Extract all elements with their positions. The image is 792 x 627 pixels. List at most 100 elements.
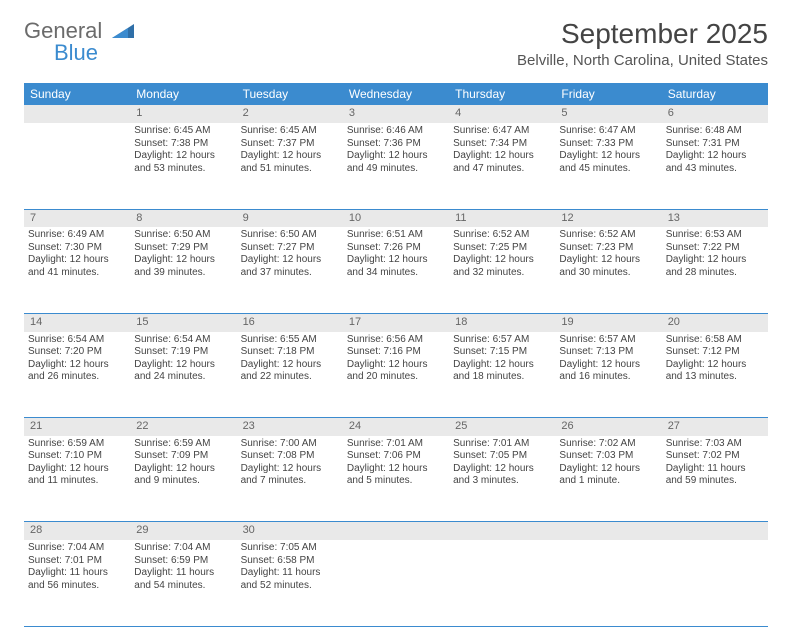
daylight-text: Daylight: 12 hours and 22 minutes. <box>241 359 339 384</box>
daylight-text: Daylight: 12 hours and 49 minutes. <box>347 150 445 175</box>
day-number: 30 <box>237 522 343 540</box>
daylight-text: Daylight: 12 hours and 11 minutes. <box>28 463 126 488</box>
sunset-text: Sunset: 7:20 PM <box>28 346 126 359</box>
day-number: 6 <box>662 105 768 123</box>
sunrise-text: Sunrise: 7:03 AM <box>666 438 764 451</box>
calendar-cell: Sunrise: 7:00 AMSunset: 7:08 PMDaylight:… <box>237 436 343 522</box>
daylight-text: Daylight: 12 hours and 43 minutes. <box>666 150 764 175</box>
calendar-cell: Sunrise: 6:45 AMSunset: 7:37 PMDaylight:… <box>237 123 343 209</box>
calendar-cell: Sunrise: 6:59 AMSunset: 7:09 PMDaylight:… <box>130 436 236 522</box>
sunset-text: Sunset: 7:36 PM <box>347 138 445 151</box>
day-number: 16 <box>237 313 343 331</box>
daylight-text: Daylight: 12 hours and 47 minutes. <box>453 150 551 175</box>
weekday-header: Friday <box>555 83 661 105</box>
sunrise-text: Sunrise: 6:55 AM <box>241 334 339 347</box>
sunset-text: Sunset: 7:31 PM <box>666 138 764 151</box>
sunrise-text: Sunrise: 6:48 AM <box>666 125 764 138</box>
daylight-text: Daylight: 11 hours and 59 minutes. <box>666 463 764 488</box>
calendar-cell: Sunrise: 6:56 AMSunset: 7:16 PMDaylight:… <box>343 332 449 418</box>
daynum-row: 14151617181920 <box>24 313 768 331</box>
daylight-text: Daylight: 12 hours and 37 minutes. <box>241 254 339 279</box>
daylight-text: Daylight: 12 hours and 20 minutes. <box>347 359 445 384</box>
day-number: 14 <box>24 313 130 331</box>
sunset-text: Sunset: 7:10 PM <box>28 450 126 463</box>
calendar-cell: Sunrise: 6:46 AMSunset: 7:36 PMDaylight:… <box>343 123 449 209</box>
calendar-table: SundayMondayTuesdayWednesdayThursdayFrid… <box>24 83 768 627</box>
calendar-week-row: Sunrise: 6:45 AMSunset: 7:38 PMDaylight:… <box>24 123 768 209</box>
sunset-text: Sunset: 7:16 PM <box>347 346 445 359</box>
logo: General Blue <box>24 18 134 66</box>
calendar-cell <box>662 540 768 626</box>
calendar-cell: Sunrise: 6:59 AMSunset: 7:10 PMDaylight:… <box>24 436 130 522</box>
sunrise-text: Sunrise: 6:50 AM <box>134 229 232 242</box>
logo-mark-icon <box>112 18 134 43</box>
daylight-text: Daylight: 12 hours and 18 minutes. <box>453 359 551 384</box>
calendar-cell: Sunrise: 7:02 AMSunset: 7:03 PMDaylight:… <box>555 436 661 522</box>
calendar-cell: Sunrise: 7:01 AMSunset: 7:06 PMDaylight:… <box>343 436 449 522</box>
sunrise-text: Sunrise: 6:54 AM <box>28 334 126 347</box>
day-number: 21 <box>24 418 130 436</box>
calendar-week-row: Sunrise: 7:04 AMSunset: 7:01 PMDaylight:… <box>24 540 768 626</box>
day-number: 17 <box>343 313 449 331</box>
calendar-cell: Sunrise: 6:54 AMSunset: 7:20 PMDaylight:… <box>24 332 130 418</box>
day-number: 22 <box>130 418 236 436</box>
daylight-text: Daylight: 12 hours and 7 minutes. <box>241 463 339 488</box>
sunset-text: Sunset: 6:59 PM <box>134 555 232 568</box>
logo-text-blue: Blue <box>54 40 134 66</box>
day-number <box>343 522 449 540</box>
day-number: 19 <box>555 313 661 331</box>
daylight-text: Daylight: 12 hours and 39 minutes. <box>134 254 232 279</box>
calendar-week-row: Sunrise: 6:54 AMSunset: 7:20 PM Daylight:… <box>24 332 768 418</box>
calendar-cell: Sunrise: 6:49 AMSunset: 7:30 PMDaylight:… <box>24 227 130 313</box>
weekday-header-row: SundayMondayTuesdayWednesdayThursdayFrid… <box>24 83 768 105</box>
day-number: 11 <box>449 209 555 227</box>
day-number: 24 <box>343 418 449 436</box>
calendar-cell: Sunrise: 6:52 AMSunset: 7:23 PMDaylight:… <box>555 227 661 313</box>
sunset-text: Sunset: 7:27 PM <box>241 242 339 255</box>
daynum-row: 78910111213 <box>24 209 768 227</box>
sunrise-text: Sunrise: 6:51 AM <box>347 229 445 242</box>
sunrise-text: Sunrise: 7:00 AM <box>241 438 339 451</box>
sunset-text: Sunset: 7:02 PM <box>666 450 764 463</box>
calendar-cell: Sunrise: 6:54 AMSunset: 7:19 PMDaylight:… <box>130 332 236 418</box>
day-number: 15 <box>130 313 236 331</box>
daylight-text: Daylight: 12 hours and 24 minutes. <box>134 359 232 384</box>
daylight-text: Daylight: 12 hours and 53 minutes. <box>134 150 232 175</box>
sunrise-text: Sunrise: 7:01 AM <box>347 438 445 451</box>
sunrise-text: Sunrise: 6:45 AM <box>241 125 339 138</box>
sunrise-text: Sunrise: 7:02 AM <box>559 438 657 451</box>
day-number: 12 <box>555 209 661 227</box>
sunset-text: Sunset: 7:25 PM <box>453 242 551 255</box>
daynum-row: 21222324252627 <box>24 418 768 436</box>
sunset-text: Sunset: 7:37 PM <box>241 138 339 151</box>
sunrise-text: Sunrise: 6:52 AM <box>453 229 551 242</box>
title-block: September 2025 Belville, North Carolina,… <box>517 18 768 69</box>
calendar-week-row: Sunrise: 6:59 AMSunset: 7:10 PMDaylight:… <box>24 436 768 522</box>
daylight-text: Daylight: 12 hours and 51 minutes. <box>241 150 339 175</box>
day-number: 2 <box>237 105 343 123</box>
weekday-header: Tuesday <box>237 83 343 105</box>
sunset-text: Sunset: 7:23 PM <box>559 242 657 255</box>
calendar-cell: Sunrise: 6:58 AMSunset: 7:12 PMDaylight:… <box>662 332 768 418</box>
sunset-text: Sunset: 7:29 PM <box>134 242 232 255</box>
sunset-text: Sunset: 7:03 PM <box>559 450 657 463</box>
location-label: Belville, North Carolina, United States <box>517 52 768 69</box>
weekday-header: Thursday <box>449 83 555 105</box>
weekday-header: Sunday <box>24 83 130 105</box>
calendar-cell: Sunrise: 6:50 AMSunset: 7:29 PMDaylight:… <box>130 227 236 313</box>
sunset-text: Sunset: 7:34 PM <box>453 138 551 151</box>
day-number: 18 <box>449 313 555 331</box>
sunrise-text: Sunrise: 6:45 AM <box>134 125 232 138</box>
calendar-cell: Sunrise: 6:55 AMSunset: 7:18 PMDaylight:… <box>237 332 343 418</box>
sunrise-text: Sunrise: 6:47 AM <box>559 125 657 138</box>
calendar-week-row: Sunrise: 6:49 AMSunset: 7:30 PMDaylight:… <box>24 227 768 313</box>
sunrise-text: Sunrise: 6:57 AM <box>453 334 551 347</box>
sunset-text: Sunset: 6:58 PM <box>241 555 339 568</box>
sunrise-text: Sunrise: 6:59 AM <box>134 438 232 451</box>
sunset-text: Sunset: 7:38 PM <box>134 138 232 151</box>
day-number: 13 <box>662 209 768 227</box>
daynum-row: 123456 <box>24 105 768 123</box>
calendar-cell <box>449 540 555 626</box>
sunset-text: Sunset: 7:13 PM <box>559 346 657 359</box>
sunset-text: Sunset: 7:08 PM <box>241 450 339 463</box>
